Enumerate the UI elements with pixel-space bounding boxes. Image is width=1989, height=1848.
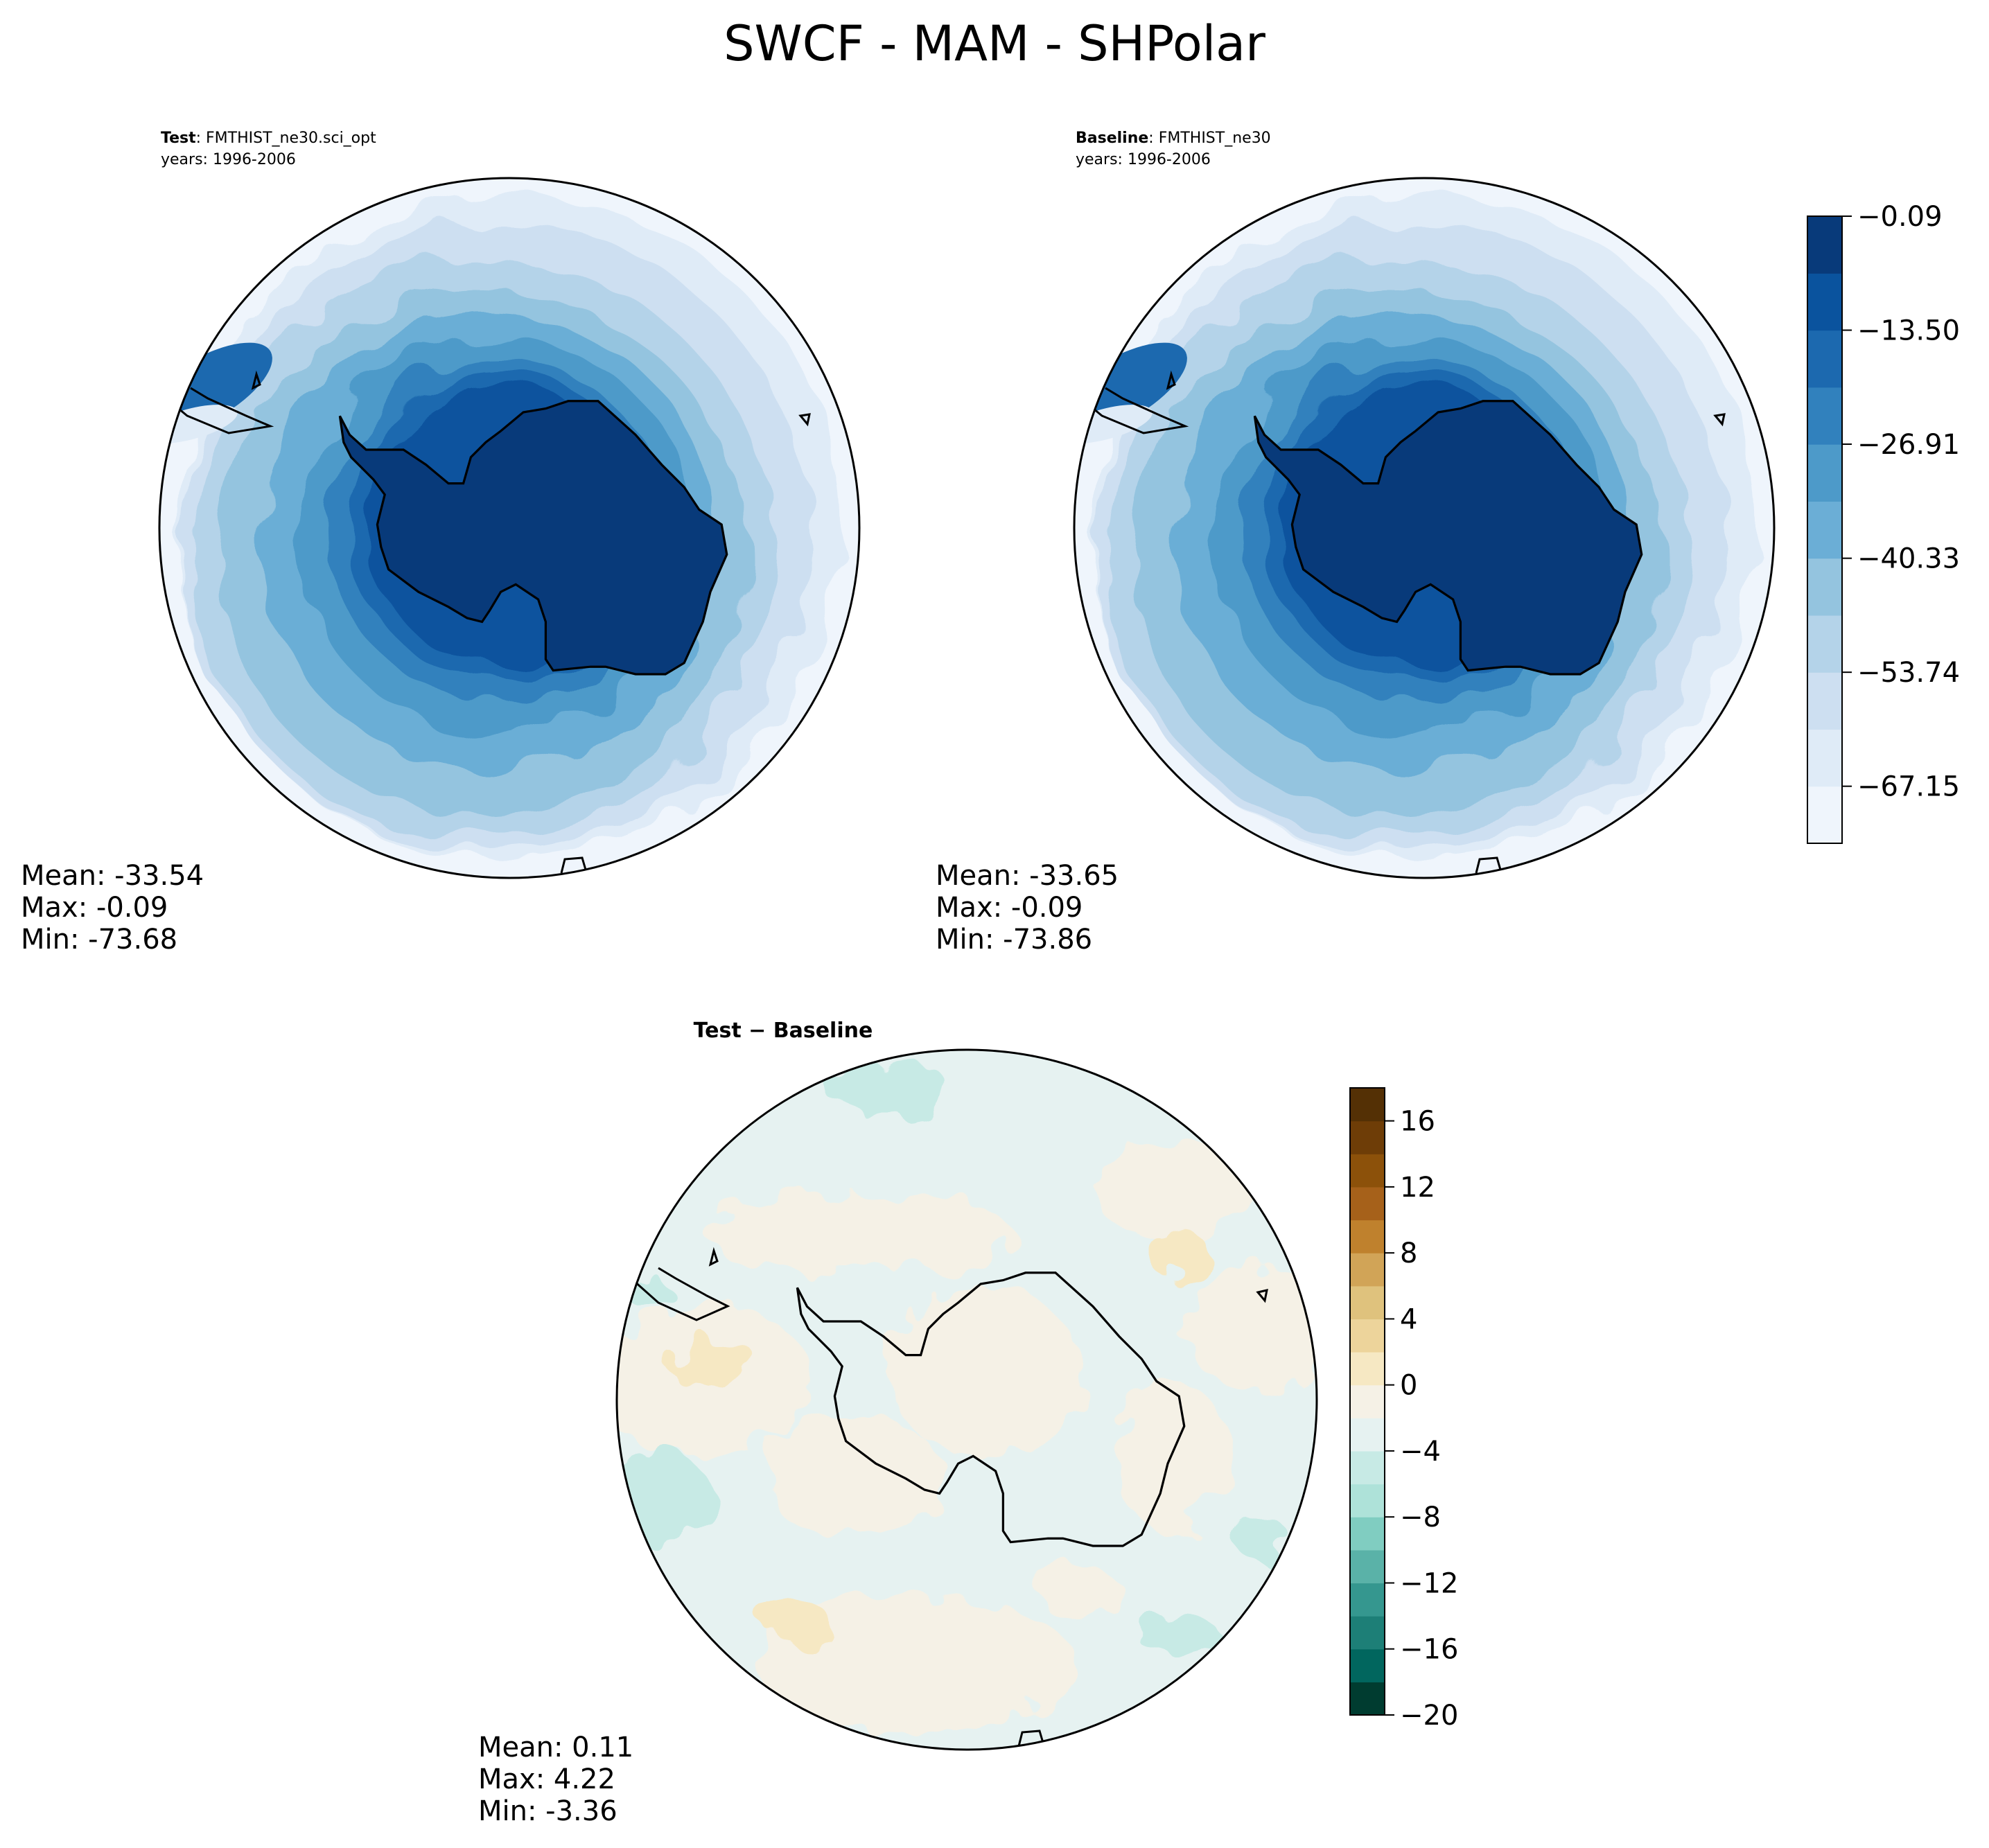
diff-colorbar-segment [1350, 1450, 1385, 1485]
diff-colorbar-segment [1350, 1154, 1385, 1188]
swcf-colorbar-segment [1807, 387, 1842, 445]
baseline-stat-max: Max: -0.09 [936, 892, 1083, 924]
baseline-label: Baseline [1076, 130, 1148, 147]
test-panel: Test: FMTHIST_ne30.sci_opt years: 1996-2… [21, 130, 861, 956]
diff-colorbar-tick-label: −16 [1400, 1634, 1458, 1666]
diff-colorbar-segment [1350, 1682, 1385, 1716]
diff-colorbar-tick-label: 4 [1400, 1303, 1417, 1335]
swcf-colorbar-tick-label: −40.33 [1857, 543, 1960, 575]
diff-colorbar-segment [1350, 1517, 1385, 1551]
diff-colorbar-segment [1350, 1484, 1385, 1517]
diff-colorbar-segment [1350, 1549, 1385, 1584]
diff-colorbar-segment [1350, 1088, 1385, 1122]
swcf-colorbar-tick-label: −67.15 [1857, 771, 1960, 803]
figure-title: SWCF - MAM - SHPolar [724, 15, 1265, 72]
diff-colorbar-segment [1350, 1319, 1385, 1353]
swcf-colorbar-segment [1807, 672, 1842, 730]
swcf-colorbar-segment [1807, 615, 1842, 673]
diff-colorbar-frame [1349, 1087, 1385, 1716]
diff-colorbar-tick-label: 0 [1400, 1370, 1417, 1402]
baseline-panel: Baseline: FMTHIST_ne30 years: 1996-2006 [936, 130, 1776, 956]
diff-colorbar-segment [1350, 1583, 1385, 1617]
test-panel-header: Test: FMTHIST_ne30.sci_opt [161, 130, 376, 147]
diff-colorbar-tick-label: −8 [1400, 1502, 1441, 1533]
test-case-name: : FMTHIST_ne30.sci_opt [196, 130, 376, 147]
diff-map-boundary [615, 1048, 1318, 1751]
swcf-colorbar-segment [1807, 786, 1842, 844]
diff-panel: Test − Baseline [478, 1019, 1318, 1827]
diff-colorbar-segment [1350, 1186, 1385, 1221]
swcf-colorbar-tick-label: −13.50 [1857, 315, 1960, 347]
swcf-colorbar-segment [1807, 558, 1842, 616]
swcf-colorbar-segment [1807, 444, 1842, 502]
baseline-years: years: 1996-2006 [1076, 151, 1211, 168]
test-map-boundary [158, 177, 861, 879]
swcf-colorbar-tick-label: −0.09 [1857, 201, 1943, 233]
diff-colorbar-segment [1350, 1384, 1385, 1418]
swcf-colorbar-segment [1807, 501, 1842, 559]
test-map [159, 178, 859, 878]
diff-colorbar-tick-label: 16 [1400, 1106, 1435, 1138]
diff-colorbar-segment [1350, 1648, 1385, 1682]
test-label: Test [161, 130, 196, 147]
swcf-colorbar-segment [1807, 216, 1842, 274]
baseline-stat-min: Min: -73.86 [936, 924, 1092, 956]
swcf-colorbar-tick-label: −26.91 [1857, 429, 1960, 461]
diff-stat-min: Min: -3.36 [478, 1795, 617, 1827]
diff-colorbar-segment [1350, 1352, 1385, 1386]
diff-colorbar-tick-label: −12 [1400, 1567, 1458, 1599]
swcf-colorbar-segment [1807, 330, 1842, 388]
diff-colorbar-tick-label: −4 [1400, 1436, 1441, 1468]
colorbar-diff: 16 12 8 4 0 −4 −8 −12 −16 −20 [1349, 1087, 1458, 1732]
baseline-case-name: : FMTHIST_ne30 [1148, 130, 1270, 147]
baseline-panel-header: Baseline: FMTHIST_ne30 [1076, 130, 1271, 147]
diff-colorbar-segment [1350, 1253, 1385, 1287]
test-years: years: 1996-2006 [161, 151, 296, 168]
diff-colorbar-segment [1350, 1285, 1385, 1320]
diff-colorbar-segment [1350, 1220, 1385, 1253]
diff-colorbar-tick-label: 8 [1400, 1238, 1417, 1269]
diff-colorbar-segment [1350, 1418, 1385, 1452]
baseline-map-boundary [1073, 177, 1776, 879]
diff-colorbar-segment [1350, 1616, 1385, 1650]
diff-colorbar-tick-label: 12 [1400, 1172, 1435, 1204]
swcf-colorbar-tick-label: −53.74 [1857, 657, 1960, 689]
diff-title: Test − Baseline [694, 1019, 873, 1043]
swcf-colorbar-frame [1807, 215, 1843, 844]
colorbar-swcf: −0.09 −13.50 −26.91 −40.33 −53.74 −67.15 [1807, 201, 1960, 844]
test-stat-min: Min: -73.68 [21, 924, 177, 956]
diff-colorbar-tick-label: −20 [1400, 1700, 1458, 1732]
diff-stat-mean: Mean: 0.11 [478, 1732, 633, 1763]
diff-stat-max: Max: 4.22 [478, 1763, 615, 1795]
baseline-stat-mean: Mean: -33.65 [936, 860, 1119, 892]
test-stat-mean: Mean: -33.54 [21, 860, 204, 892]
baseline-map [1074, 178, 1774, 878]
diff-colorbar-segment [1350, 1120, 1385, 1154]
diff-map [617, 1050, 1317, 1750]
swcf-colorbar-segment [1807, 273, 1842, 331]
swcf-colorbar-segment [1807, 729, 1842, 787]
test-stat-max: Max: -0.09 [21, 892, 168, 924]
